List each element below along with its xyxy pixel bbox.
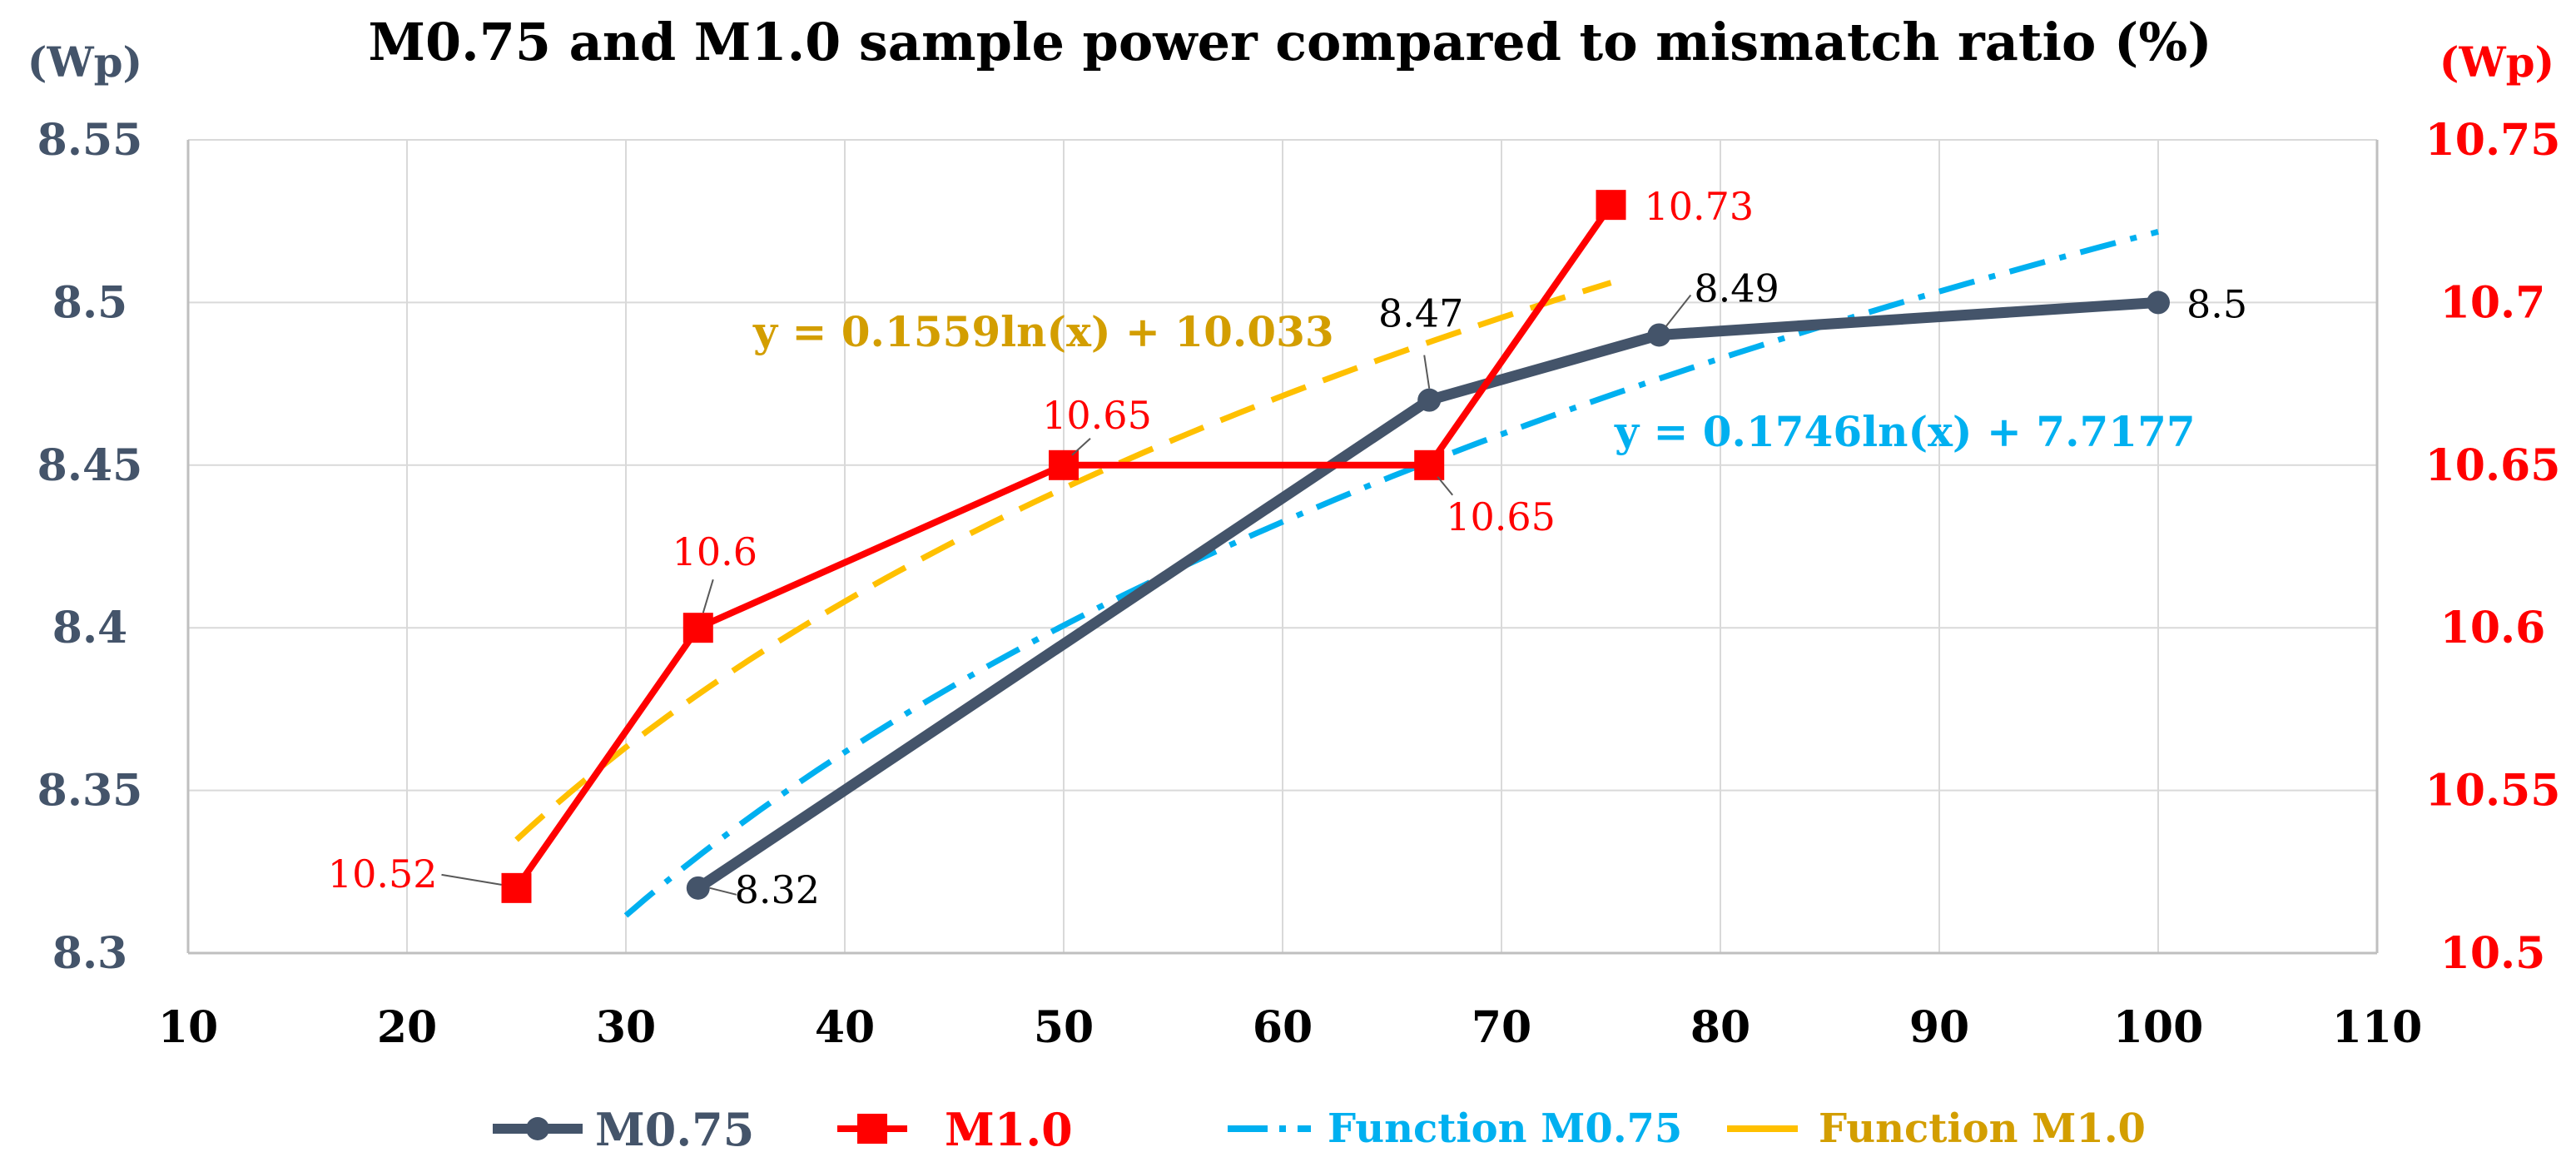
data-labels: 8.32 8.47 8.49 8.5 10.52 10.6 10.65 10.65 10.73 (328, 184, 2247, 912)
data-label-m075: 8.49 (1694, 266, 1779, 310)
label-leader-line (1437, 476, 1453, 496)
left-y-tick-label: 8.3 (52, 928, 127, 979)
right-y-tick-label: 10.7 (2440, 277, 2546, 328)
series-line-m075 (692, 296, 2164, 894)
legend: M0.75 M1.0 Function M0.75 Function M1.0 (493, 1103, 2146, 1156)
left-y-tick-label: 8.4 (52, 603, 127, 653)
trendline-equation-m075: y = 0.1746ln(x) + 7.7177 (1614, 407, 2196, 456)
x-tick-label: 100 (2113, 1002, 2204, 1053)
left-y-tick-label: 8.35 (37, 766, 143, 817)
tick-labels: 10 20 30 40 50 60 70 80 90 100 110 8.3 8.35 8.4 8.45 8.… (37, 115, 2561, 1053)
x-tick-label: 110 (2332, 1002, 2423, 1053)
legend-label-m10: M1.0 (945, 1103, 1073, 1156)
data-label-m10: 10.65 (1042, 393, 1152, 438)
trendline-m10 (514, 280, 1612, 842)
data-point-m075 (686, 876, 710, 900)
data-point-m10 (682, 613, 713, 643)
right-y-tick-label: 10.75 (2425, 115, 2561, 166)
legend-marker-m10 (857, 1114, 887, 1144)
label-leader-line (702, 579, 714, 613)
data-point-m075 (1417, 388, 1442, 412)
legend-label-function-m075: Function M0.75 (1328, 1105, 1682, 1152)
left-y-tick-label: 8.55 (37, 115, 143, 166)
data-point-m075 (2147, 291, 2170, 315)
x-tick-label: 80 (1690, 1002, 1750, 1053)
data-label-m075: 8.32 (735, 867, 820, 912)
trendline-m075 (623, 229, 2159, 918)
label-leader-line (1071, 438, 1091, 456)
right-y-tick-label: 10.65 (2425, 440, 2561, 491)
legend-label-function-m10: Function M1.0 (1819, 1105, 2146, 1152)
data-point-m10 (501, 872, 532, 903)
left-y-tick-label: 8.5 (52, 277, 127, 328)
label-leader-line (709, 886, 737, 896)
data-label-m10: 10.6 (673, 529, 757, 574)
data-label-m10: 10.52 (328, 852, 438, 896)
trendline-equation-m10: y = 0.1559ln(x) + 10.033 (752, 307, 1334, 356)
data-point-m10 (1596, 190, 1626, 221)
right-y-tick-label: 10.55 (2425, 766, 2561, 817)
trendline-equations: y = 0.1746ln(x) + 7.7177 y = 0.1559ln(x) … (752, 307, 2196, 456)
chart-title: M0.75 and M1.0 sample power compared to … (368, 12, 2211, 72)
x-tick-label: 50 (1034, 1002, 1094, 1053)
trendlines (514, 229, 2159, 918)
series (501, 190, 2170, 903)
x-tick-label: 90 (1909, 1002, 1969, 1053)
legend-marker-m075 (526, 1117, 549, 1140)
data-point-m10 (1049, 449, 1079, 480)
x-tick-label: 70 (1472, 1002, 1531, 1053)
label-leader-line (1423, 355, 1431, 389)
data-label-m10: 10.65 (1446, 494, 1556, 539)
right-y-tick-label: 10.5 (2440, 928, 2546, 979)
legend-label-m075: M0.75 (595, 1103, 754, 1156)
x-tick-label: 30 (596, 1002, 656, 1053)
data-label-m075: 8.47 (1378, 291, 1463, 336)
data-point-m10 (1414, 449, 1445, 480)
label-leader-line (441, 873, 502, 886)
right-axis-unit: (Wp) (2440, 37, 2554, 87)
right-y-tick-label: 10.6 (2440, 603, 2546, 653)
data-label-m10: 10.73 (1645, 184, 1755, 229)
axes (186, 140, 2379, 955)
label-leader-line (1665, 294, 1692, 328)
left-axis-unit: (Wp) (27, 37, 142, 87)
x-tick-label: 40 (815, 1002, 875, 1053)
x-tick-label: 10 (158, 1002, 218, 1053)
left-y-tick-label: 8.45 (37, 440, 143, 491)
data-label-m075: 8.5 (2186, 281, 2247, 326)
data-point-m075 (1647, 323, 1671, 347)
x-tick-label: 60 (1253, 1002, 1313, 1053)
x-tick-label: 20 (377, 1002, 437, 1053)
